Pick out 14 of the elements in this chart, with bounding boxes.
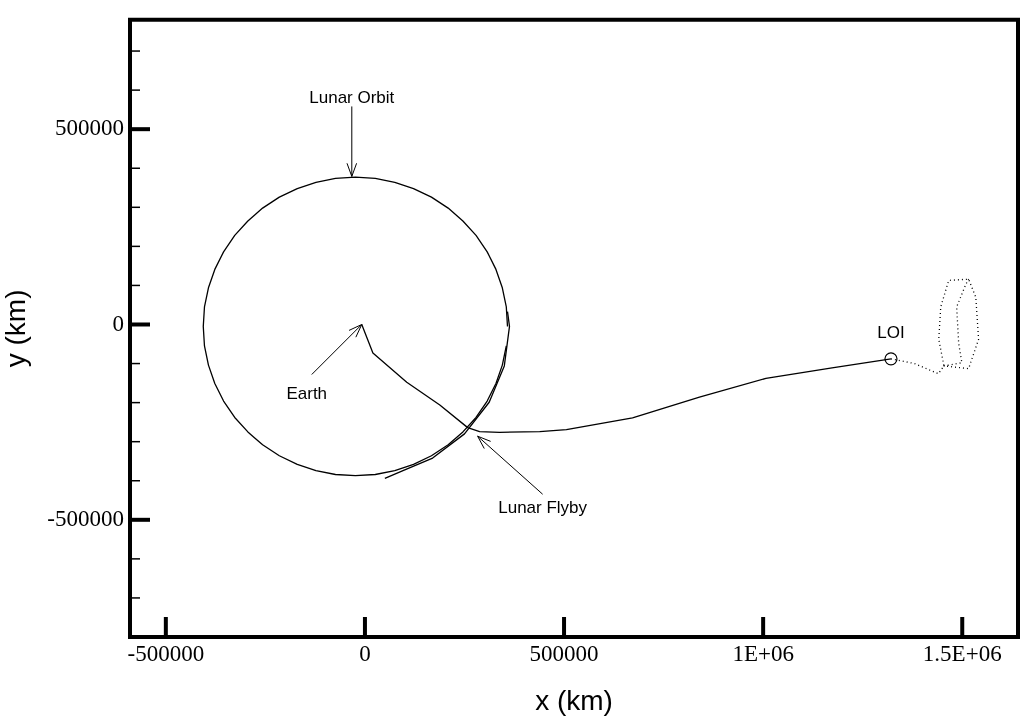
x-tick-label: 1.5E+06 bbox=[922, 640, 1002, 666]
x-tick-label: -500000 bbox=[127, 640, 205, 666]
x-tick-label: 0 bbox=[359, 640, 371, 666]
annotation: Lunar Flyby bbox=[498, 497, 588, 517]
annotation: Earth bbox=[286, 384, 328, 404]
y-axis-title: y (km) bbox=[0, 289, 31, 368]
y-tick-label: 0 bbox=[112, 310, 124, 336]
y-tick-label: 500000 bbox=[55, 115, 124, 141]
annotation: LOI bbox=[877, 322, 905, 342]
x-tick-label: 1E+06 bbox=[732, 640, 794, 666]
y-tick-label: -500000 bbox=[47, 505, 124, 531]
x-tick-label: 500000 bbox=[529, 640, 599, 666]
annotation: Lunar Orbit bbox=[309, 88, 395, 108]
x-axis-title: x (km) bbox=[535, 684, 613, 716]
